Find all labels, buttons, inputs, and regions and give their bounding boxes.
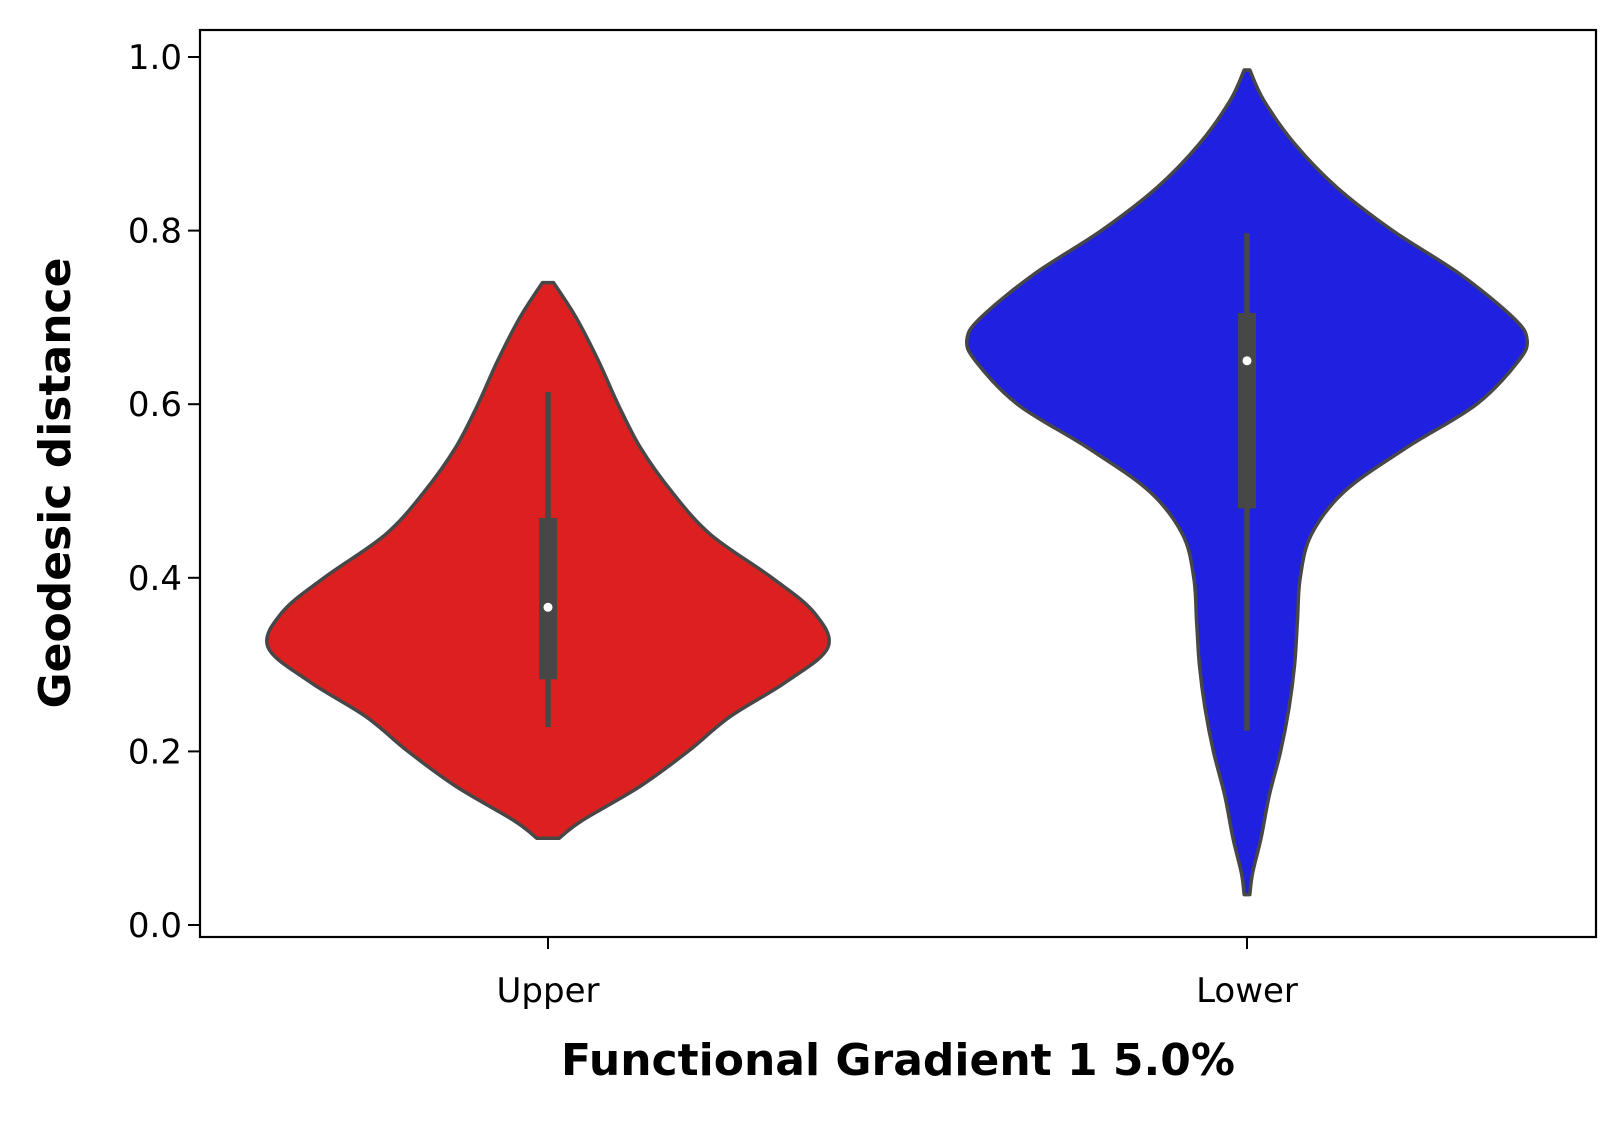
y-tick-label: 0.8 [128, 212, 182, 252]
x-tick-label: Upper [497, 971, 600, 1011]
y-tick-label: 0.2 [128, 732, 182, 772]
y-tick-label: 0.4 [128, 559, 182, 599]
y-tick-label: 1.0 [128, 38, 182, 78]
iqr-box [539, 517, 557, 680]
violins-group [265, 68, 1530, 897]
y-tick-label: 0.6 [128, 385, 182, 425]
plot-frame [198, 28, 1598, 939]
violin-lower [964, 68, 1530, 897]
x-axis: Upper Lower [497, 937, 1298, 1011]
y-axis: 0.0 0.2 0.4 0.6 0.8 1.0 [128, 38, 200, 946]
y-tick-label: 0.0 [128, 906, 182, 946]
y-axis-title: Geodesic distance [30, 258, 81, 709]
violin-upper [265, 280, 831, 840]
iqr-box [1238, 313, 1256, 509]
median-dot [1242, 356, 1252, 366]
x-axis-title: Functional Gradient 1 5.0% [561, 1035, 1235, 1086]
median-dot [543, 602, 553, 612]
x-tick-label: Lower [1196, 971, 1298, 1011]
